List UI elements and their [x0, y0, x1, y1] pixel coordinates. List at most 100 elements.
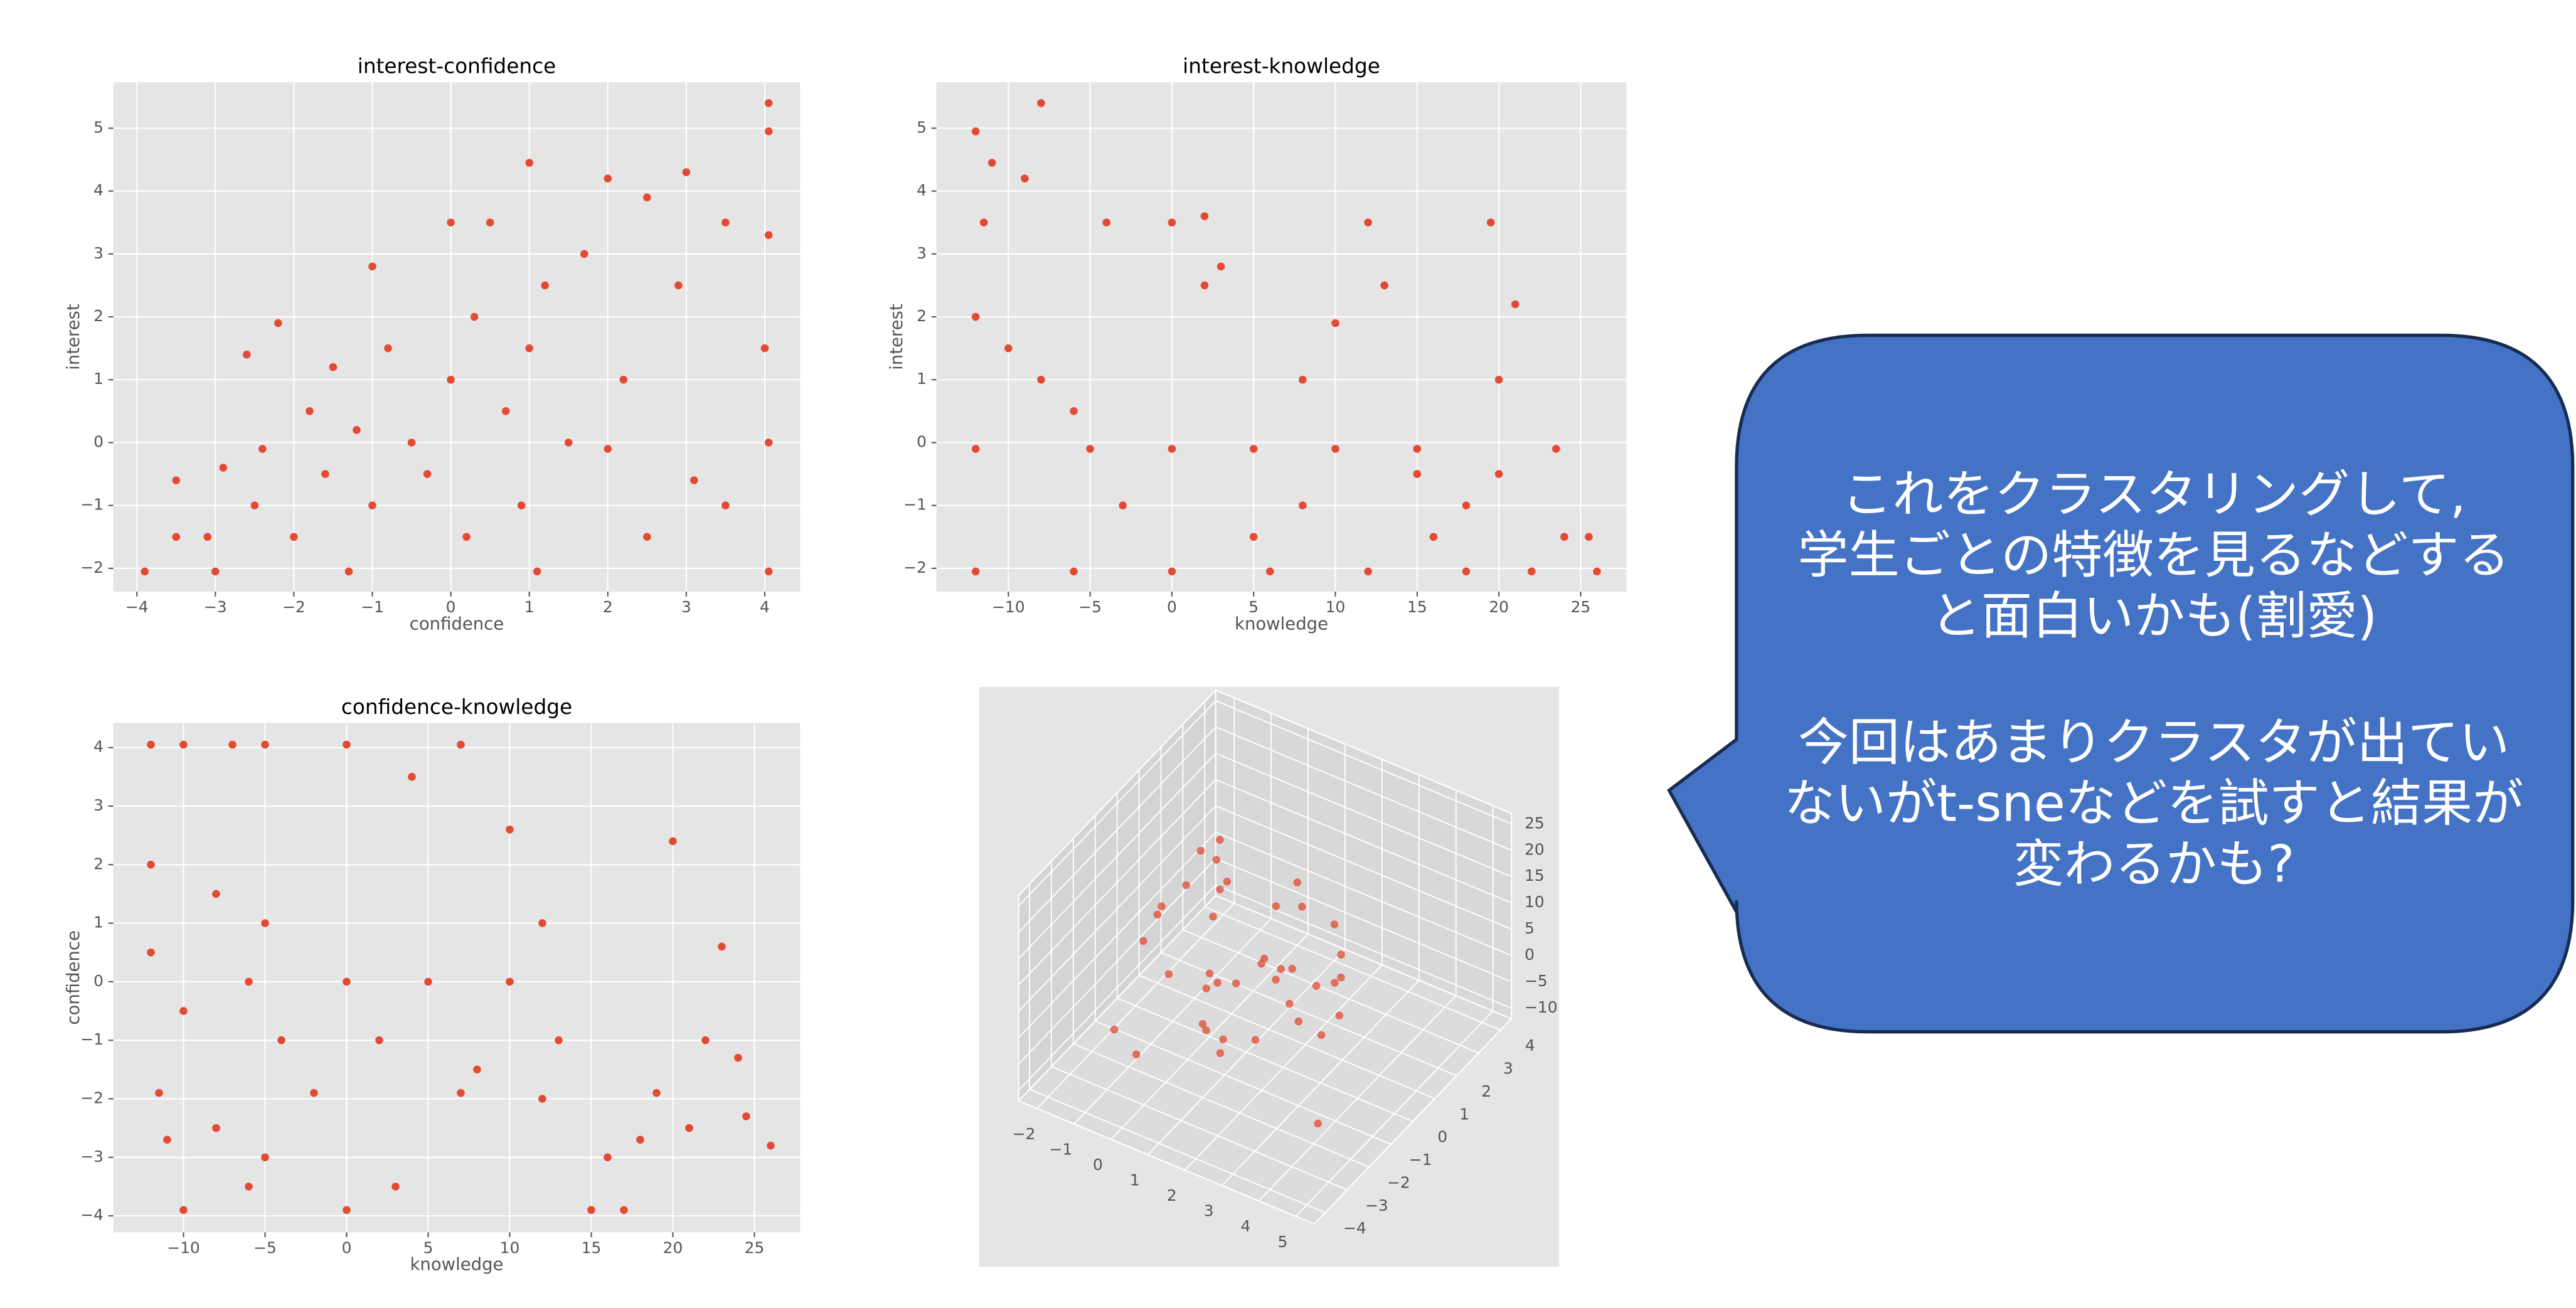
data-point [310, 1088, 318, 1097]
data-point [580, 250, 588, 258]
data-point [245, 977, 253, 986]
data-point [245, 1183, 253, 1191]
data-point [274, 319, 282, 327]
data-point [971, 127, 980, 136]
grid-line [1215, 726, 1512, 851]
data-point [243, 350, 251, 359]
data-point [767, 1141, 775, 1150]
data-point [384, 344, 392, 353]
data-point [525, 344, 533, 353]
z-tick-label: −5 [1525, 972, 1548, 990]
data-point [408, 773, 416, 781]
y-tick-label: −4 [1343, 1219, 1366, 1237]
y-tick-label: 3 [93, 244, 104, 262]
data-point [620, 1206, 628, 1215]
data-point [423, 470, 432, 478]
data-point [1413, 445, 1422, 453]
data-point [179, 740, 188, 749]
grid-line [1018, 885, 1216, 1091]
data-point [462, 533, 471, 541]
y-tick-label: 0 [1437, 1128, 1447, 1146]
data-point [329, 363, 338, 371]
data-point [1337, 950, 1345, 959]
x-tick-label: 1 [524, 598, 535, 616]
data-point [343, 740, 351, 749]
grid-line [1117, 997, 1413, 1122]
data-point [212, 890, 220, 898]
data-point [172, 476, 181, 484]
data-point [669, 837, 677, 846]
plot-area [936, 82, 1627, 592]
callout-text: 変わるかも? [2013, 835, 2295, 894]
z-tick-label: 10 [1525, 893, 1545, 911]
data-point [1212, 856, 1221, 864]
data-point [147, 948, 155, 957]
x-tick-label: 15 [582, 1238, 602, 1257]
x-tick-label: 0 [1167, 598, 1177, 616]
data-point [1070, 567, 1078, 576]
x-tick-label: 5 [423, 1238, 434, 1257]
callout-text: ないがt-sneなどを試すと結果が [1784, 774, 2524, 833]
data-point [1202, 1026, 1210, 1034]
z-tick-label: −10 [1525, 998, 1557, 1016]
data-point [147, 861, 155, 869]
data-point [587, 1206, 595, 1215]
data-point [290, 533, 298, 541]
data-point [682, 168, 691, 176]
x-tick-label: −10 [167, 1238, 200, 1257]
data-point [1139, 937, 1147, 945]
data-point [1462, 501, 1471, 509]
data-point [987, 159, 996, 167]
data-point [1560, 533, 1568, 541]
data-point [643, 193, 651, 201]
y-tick-label: 1 [93, 913, 104, 932]
data-point [1312, 982, 1321, 990]
x-tick-label: 5 [1248, 598, 1259, 616]
data-point [447, 375, 455, 384]
data-point [1198, 1019, 1207, 1028]
data-point [538, 919, 546, 927]
y-tick-label: 4 [93, 181, 104, 199]
x-tick-label: −10 [992, 598, 1025, 616]
grid-line [1018, 753, 1216, 959]
z-tick-label: 25 [1525, 814, 1545, 832]
grid-line [1018, 700, 1216, 907]
data-point [1494, 375, 1503, 384]
x-axis-label: knowledge [1235, 614, 1328, 634]
data-point [1364, 567, 1372, 576]
y-tick-label: 2 [93, 307, 104, 325]
data-point [764, 439, 773, 447]
data-point [212, 1124, 220, 1132]
data-point [517, 501, 526, 509]
grid-line [1018, 832, 1216, 1038]
data-point [261, 919, 269, 927]
data-point [179, 1007, 188, 1015]
data-point [486, 218, 494, 226]
y-tick-label: 1 [93, 370, 104, 388]
y-tick-label: −2 [1387, 1173, 1410, 1191]
data-point [1293, 878, 1302, 886]
data-point [1200, 212, 1209, 220]
data-point [375, 1036, 383, 1045]
data-point [277, 1036, 285, 1045]
data-point [1331, 979, 1339, 987]
y-tick-label: 5 [917, 118, 927, 136]
x-tick-label: −5 [1078, 598, 1102, 616]
x-tick-label: −1 [1050, 1140, 1073, 1158]
data-point [1021, 174, 1029, 183]
data-point [1070, 407, 1078, 415]
x-tick-label: 0 [342, 1238, 352, 1257]
data-point [1037, 99, 1045, 107]
chart-title: confidence-knowledge [341, 695, 572, 719]
data-point [407, 439, 416, 447]
x-tick-label: 0 [446, 598, 456, 616]
grid-line [1183, 929, 1479, 1054]
y-tick-label: −3 [80, 1147, 104, 1166]
x-tick-label: −5 [253, 1238, 277, 1257]
x-tick-label: 25 [1571, 598, 1591, 616]
data-point [1132, 1050, 1141, 1059]
data-point [1265, 567, 1274, 576]
grid-line [1204, 906, 1501, 1031]
data-point [760, 344, 769, 353]
